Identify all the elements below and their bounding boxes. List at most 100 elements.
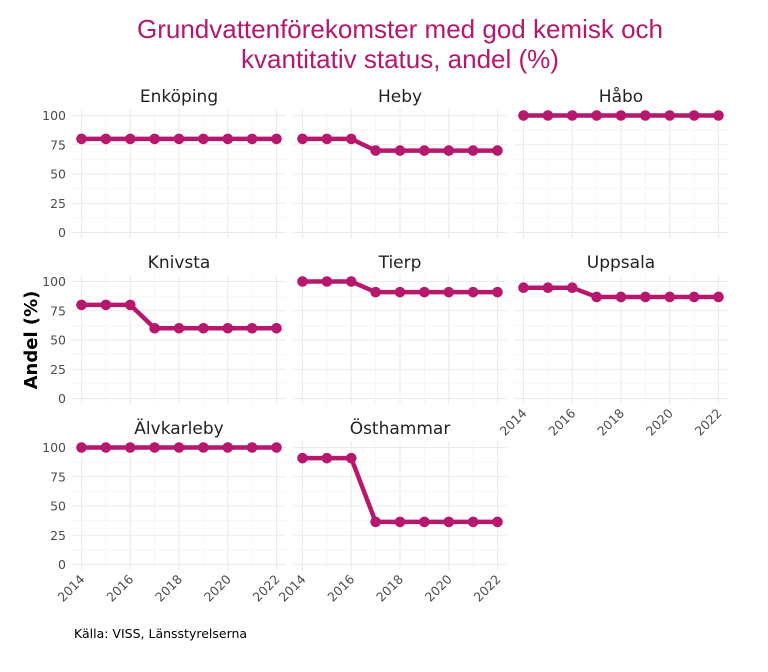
- y-tick-label: 75: [50, 137, 66, 152]
- facet-title: Enköping: [140, 87, 218, 107]
- data-point: [664, 291, 676, 303]
- y-tick-label: 0: [58, 557, 66, 572]
- facet-title: Knivsta: [148, 253, 211, 273]
- data-point: [688, 110, 700, 121]
- data-point: [443, 145, 455, 156]
- data-point: [76, 133, 87, 145]
- facet-panel: Knivsta 0 25 50 75 100: [42, 253, 286, 406]
- data-point: [124, 133, 136, 145]
- facet-title: Östhammar: [350, 417, 451, 439]
- y-tick-label: 0: [58, 391, 66, 406]
- data-point: [246, 442, 258, 453]
- data-point: [566, 110, 578, 121]
- x-tick-label: 2016: [103, 571, 136, 604]
- data-point: [100, 442, 112, 453]
- x-tick-label: 2020: [201, 571, 234, 604]
- y-tick-label: 75: [50, 469, 66, 484]
- x-tick-label: 2020: [422, 571, 455, 604]
- data-point: [321, 452, 333, 464]
- data-point: [492, 286, 503, 298]
- facet-title: Uppsala: [587, 253, 655, 273]
- x-tick-label: 2016: [545, 405, 578, 438]
- data-point: [76, 442, 87, 453]
- data-point: [591, 291, 602, 303]
- data-point: [518, 110, 529, 121]
- data-point: [271, 442, 282, 453]
- y-tick-label: 0: [58, 225, 66, 240]
- facet-panel: Uppsala 2014 2016 2018 2020 2022: [497, 253, 728, 439]
- y-tick-label: 25: [50, 196, 66, 211]
- data-point: [124, 299, 136, 311]
- chart-caption: Källa: VISS, Länsstyrelserna: [74, 626, 247, 641]
- data-point: [542, 282, 554, 294]
- facet-panel: Tierp: [293, 253, 507, 404]
- data-point: [394, 516, 406, 528]
- chart-title-line-1: Grundvattenförekomster med god kemisk oc…: [137, 14, 663, 44]
- data-point: [640, 110, 651, 121]
- data-point: [467, 286, 479, 298]
- facet-title: Älvkarleby: [134, 418, 223, 439]
- data-point: [419, 145, 430, 156]
- data-point: [615, 291, 627, 303]
- y-tick-label: 75: [50, 303, 66, 318]
- data-point: [566, 282, 578, 294]
- y-axis-label: Andel (%): [21, 291, 42, 390]
- data-point: [271, 133, 282, 145]
- facet-panel: Heby: [293, 87, 507, 238]
- data-point: [297, 452, 308, 464]
- data-point: [713, 291, 724, 303]
- x-tick-label: 2018: [594, 405, 627, 438]
- data-point: [100, 133, 112, 145]
- y-tick-label: 100: [42, 440, 66, 455]
- data-point: [222, 133, 234, 145]
- data-point: [198, 442, 209, 453]
- data-point: [149, 442, 160, 453]
- data-point: [664, 110, 676, 121]
- data-point: [345, 452, 357, 464]
- data-point: [443, 516, 455, 528]
- data-point: [370, 286, 381, 298]
- data-point: [394, 286, 406, 298]
- data-point: [467, 516, 479, 528]
- data-point: [370, 516, 381, 528]
- data-point: [198, 133, 209, 145]
- data-point: [297, 276, 308, 287]
- data-point: [173, 133, 185, 145]
- data-point: [640, 291, 651, 303]
- data-point: [271, 323, 282, 334]
- data-point: [542, 110, 554, 121]
- facet-panel: Håbo: [514, 86, 728, 238]
- data-point: [173, 323, 185, 334]
- y-tick-label: 50: [50, 499, 66, 514]
- facet-title: Tierp: [378, 253, 422, 273]
- data-point: [492, 516, 503, 528]
- data-point: [518, 282, 529, 294]
- data-point: [149, 133, 160, 145]
- data-point: [173, 442, 185, 453]
- facet-title: Heby: [378, 87, 422, 107]
- data-point: [419, 286, 430, 298]
- x-tick-label: 2018: [152, 571, 185, 604]
- y-tick-label: 50: [50, 167, 66, 182]
- data-point: [615, 110, 627, 121]
- x-tick-label: 2020: [643, 405, 676, 438]
- data-point: [370, 145, 381, 156]
- data-point: [345, 276, 357, 287]
- data-point: [467, 145, 479, 156]
- data-point: [443, 286, 455, 298]
- y-tick-label: 100: [42, 274, 66, 289]
- y-tick-label: 100: [42, 108, 66, 123]
- data-point: [419, 516, 430, 528]
- x-tick-label: 2016: [324, 571, 357, 604]
- x-tick-label: 2022: [250, 572, 283, 605]
- data-point: [246, 323, 258, 334]
- data-point: [246, 133, 258, 145]
- data-point: [345, 133, 357, 145]
- data-point: [492, 145, 503, 156]
- data-point: [76, 299, 87, 311]
- x-tick-label: 2022: [471, 572, 504, 605]
- y-tick-label: 50: [50, 333, 66, 348]
- facet-panel: Enköping 0 25 50 75 100: [42, 87, 286, 240]
- data-point: [222, 442, 234, 453]
